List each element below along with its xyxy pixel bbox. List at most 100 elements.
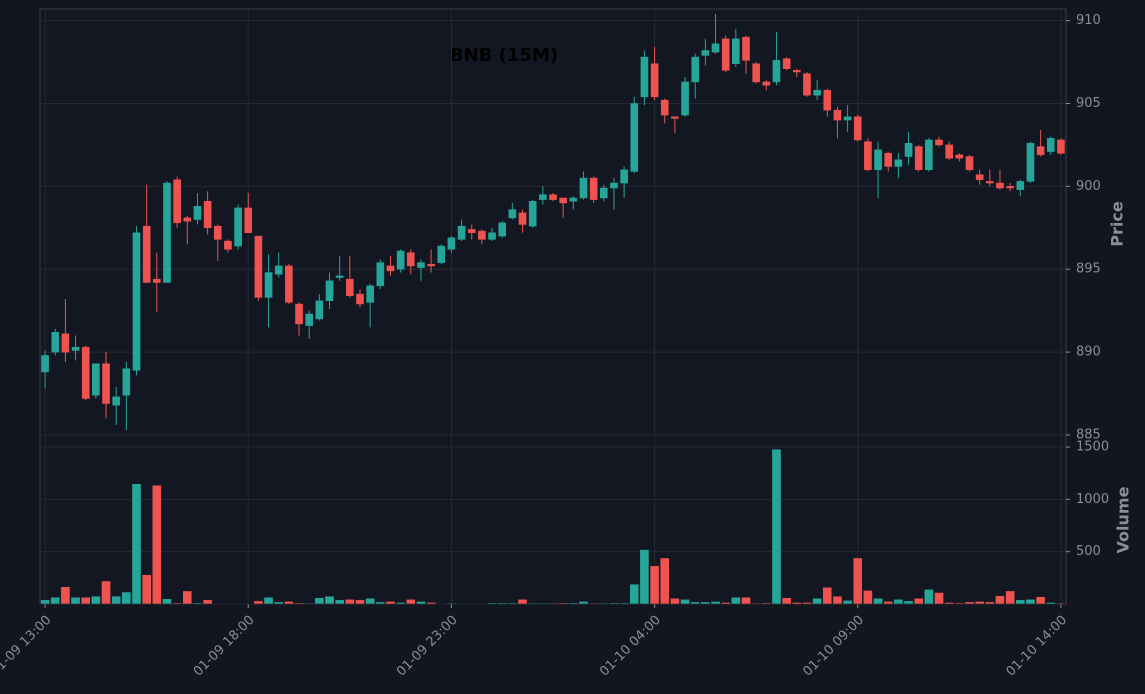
volume-bar: [903, 600, 914, 605]
volume-bar: [710, 601, 721, 605]
volume-bar: [101, 580, 111, 605]
volume-bar: [263, 596, 274, 605]
candle-body: [51, 331, 60, 353]
candle-body: [843, 116, 852, 121]
candle-body: [386, 265, 395, 272]
candle-body: [254, 235, 263, 298]
candle-body: [650, 63, 659, 98]
candle-body: [41, 355, 49, 373]
volume-panel: [39, 434, 1067, 605]
volume-bar: [334, 599, 345, 605]
volume-bar: [720, 602, 731, 605]
candle-body: [518, 212, 527, 225]
volume-bar: [1025, 599, 1036, 605]
volume-bar: [741, 596, 751, 605]
volume-bar: [639, 549, 650, 605]
volume-bar: [426, 602, 436, 605]
volume-bar: [883, 601, 894, 605]
volume-bar: [497, 602, 508, 605]
candle-body: [955, 154, 964, 159]
candle-body: [173, 179, 181, 224]
candle-body: [945, 144, 953, 159]
volume-bar: [984, 601, 995, 605]
candle-body: [213, 225, 222, 240]
volume-bar: [670, 597, 680, 605]
volume-bar: [659, 557, 670, 605]
candle-body: [803, 73, 811, 96]
volume-bar: [924, 589, 934, 605]
volume-bar: [863, 590, 873, 605]
candle-body: [427, 264, 435, 267]
candle-body: [457, 225, 466, 240]
candle-body: [315, 300, 324, 320]
candle-body: [203, 201, 212, 229]
candle-body: [589, 177, 598, 200]
candle-body: [732, 38, 740, 64]
candle-body: [701, 50, 710, 56]
candle-body: [528, 201, 537, 227]
candle-body: [92, 363, 100, 396]
candle-body: [153, 278, 161, 283]
volume-bar: [791, 602, 802, 605]
candle-body: [305, 313, 314, 326]
candle-body: [914, 146, 923, 171]
y2-tick-label: 500: [1076, 544, 1101, 559]
candle-body: [742, 36, 750, 61]
candle-body: [620, 169, 628, 184]
candle-body: [366, 285, 374, 303]
candle-body: [1016, 181, 1025, 190]
volume-bar: [852, 557, 863, 605]
volume-bar: [751, 602, 761, 605]
candle-body: [396, 250, 405, 270]
volume-bar: [466, 603, 477, 605]
volume-bar: [974, 601, 985, 605]
volume-bar: [832, 595, 843, 605]
volume-bar: [487, 602, 497, 605]
y-tick-label: 905: [1076, 96, 1101, 111]
volume-bar: [446, 602, 457, 605]
volume-bar: [91, 595, 101, 605]
volume-bar: [111, 595, 122, 605]
candle-body: [244, 207, 253, 234]
candle-body: [610, 182, 618, 189]
candle-body: [792, 70, 801, 73]
volume-bar: [365, 597, 375, 605]
candle-body: [975, 174, 984, 180]
volume-bar: [141, 574, 152, 605]
candle-body: [356, 293, 364, 305]
candle-body: [417, 262, 425, 268]
volume-bar: [822, 587, 833, 605]
volume-bar: [873, 597, 883, 605]
candle-body: [762, 81, 771, 86]
candle-body: [1036, 146, 1045, 156]
volume-bar: [416, 601, 426, 605]
y2-tick-label: 1500: [1076, 440, 1109, 455]
volume-bar: [436, 603, 447, 605]
candle-body: [1026, 143, 1035, 182]
price-panel: [39, 8, 1067, 436]
candle-body: [102, 363, 110, 404]
volume-bar: [893, 599, 904, 605]
candle-body: [295, 303, 303, 325]
volume-bar: [304, 602, 315, 605]
volume-bar: [700, 601, 711, 605]
volume-bar: [223, 603, 233, 605]
volume-bar: [456, 603, 467, 605]
volume-bar: [781, 597, 792, 605]
y-tick-label: 890: [1076, 345, 1101, 360]
volume-bar: [324, 595, 335, 605]
candle-body: [630, 103, 639, 172]
volume-bar: [80, 596, 91, 605]
candle-body: [142, 225, 151, 283]
candle-body: [224, 240, 232, 250]
volume-bar: [202, 599, 213, 605]
candle-body: [467, 229, 476, 234]
volume-bar: [172, 602, 182, 605]
volume-bar: [802, 602, 812, 605]
candle-body: [1057, 139, 1065, 154]
volume-bar: [934, 592, 944, 605]
candle-body: [853, 116, 862, 141]
volume-bar: [507, 602, 518, 605]
volume-bar: [50, 596, 61, 605]
